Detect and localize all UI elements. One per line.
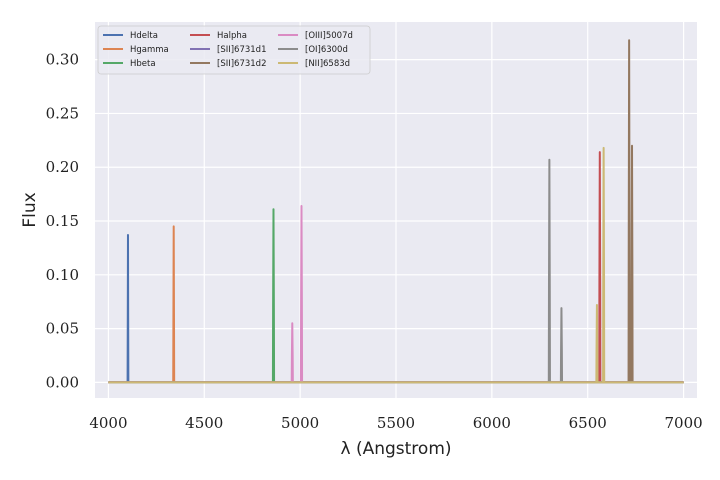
- legend-label: [SII]6731d2: [217, 59, 266, 69]
- x-tick-label: 6500: [569, 414, 607, 432]
- series-layer: [108, 39, 684, 384]
- x-tick-label: 6000: [473, 414, 511, 432]
- x-tick-labels: 4000 4500 5000 5500 6000 6500 7000: [89, 414, 702, 432]
- legend-label: Hbeta: [130, 59, 156, 69]
- legend-box: [97, 25, 371, 75]
- y-tick-labels: 0.00 0.05 0.10 0.15 0.20 0.25 0.30: [46, 51, 79, 392]
- legend-label: Hdelta: [130, 31, 158, 41]
- legend-label: Halpha: [217, 31, 247, 41]
- y-tick-label: 0.10: [46, 266, 79, 284]
- x-axis-title: λ (Angstrom): [340, 439, 451, 459]
- legend-label: [OI]6300d: [305, 45, 348, 55]
- y-tick-label: 0.00: [46, 373, 79, 391]
- y-axis-title: Flux: [20, 192, 40, 227]
- y-tick-label: 0.25: [46, 104, 79, 122]
- legend-label: [OIII]5007d: [305, 31, 353, 41]
- y-tick-label: 0.20: [46, 158, 79, 176]
- x-tick-label: 5000: [281, 414, 319, 432]
- x-tick-label: 5500: [377, 414, 415, 432]
- legend-label: [SII]6731d1: [217, 45, 266, 55]
- legend-label: Hgamma: [130, 45, 169, 55]
- x-tick-label: 4000: [89, 414, 127, 432]
- legend: Hdelta Hgamma Hbeta Halpha [SII]6731d1 [SII]6…: [97, 25, 371, 75]
- x-tick-label: 7000: [664, 414, 702, 432]
- legend-label: [NII]6583d: [305, 59, 350, 69]
- y-tick-label: 0.15: [46, 212, 79, 230]
- y-tick-label: 0.05: [46, 320, 79, 338]
- x-tick-label: 4500: [185, 414, 223, 432]
- series-line-nii-6583d: [108, 146, 684, 384]
- y-tick-label: 0.30: [46, 51, 79, 69]
